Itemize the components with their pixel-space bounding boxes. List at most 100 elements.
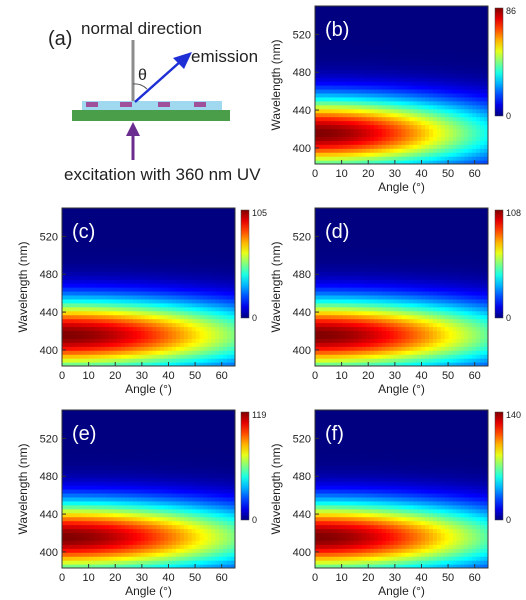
heatmap-cell — [421, 279, 426, 284]
y-tick-label: 440 — [40, 307, 58, 319]
heatmap-cell — [401, 73, 407, 78]
heatmap-cell — [346, 306, 351, 312]
heatmap-cell — [381, 255, 387, 260]
heatmap-cell — [330, 267, 336, 272]
heatmap-cell — [409, 9, 414, 15]
heatmap-cell — [191, 235, 197, 241]
heatmap-cell — [397, 116, 403, 122]
heatmap-cell — [342, 136, 348, 141]
heatmap-cell — [397, 330, 403, 335]
heatmap-cell — [346, 251, 351, 256]
heatmap-cell — [140, 310, 146, 316]
heatmap-cell — [425, 116, 430, 122]
heatmap-cell — [124, 322, 130, 328]
heatmap-cell — [366, 85, 371, 90]
heatmap-cell — [65, 350, 71, 355]
heatmap-cell — [183, 287, 189, 292]
heatmap-cell — [322, 287, 328, 292]
heatmap-cell — [409, 13, 414, 19]
heatmap-cell — [93, 362, 98, 366]
heatmap-cell — [354, 160, 359, 164]
heatmap-cell — [207, 302, 213, 308]
heatmap-cell — [322, 318, 328, 324]
heatmap-cell — [413, 318, 418, 324]
heatmap-cell — [476, 41, 481, 47]
heatmap-cell — [330, 251, 336, 256]
heatmap-cell — [366, 100, 371, 106]
heatmap-cell — [172, 350, 177, 355]
heatmap-cell — [172, 287, 177, 292]
heatmap-cell — [373, 77, 379, 82]
heatmap-cell — [389, 120, 395, 126]
heatmap-cell — [421, 259, 426, 264]
heatmap-cell — [318, 298, 324, 304]
heatmap-cell — [346, 61, 351, 66]
heatmap-cell — [315, 21, 320, 27]
heatmap-cell — [322, 160, 328, 164]
heatmap-cell — [448, 302, 454, 308]
heatmap-cell — [358, 362, 363, 366]
heatmap-cell — [168, 211, 173, 217]
heatmap-cell — [109, 247, 114, 253]
heatmap-cell — [373, 219, 379, 225]
heatmap-cell — [476, 100, 481, 106]
heatmap-cell — [199, 290, 205, 296]
heatmap-cell — [358, 211, 363, 217]
heatmap-cell — [440, 148, 446, 153]
heatmap-cell — [346, 310, 351, 316]
heatmap-cell — [429, 6, 434, 11]
heatmap-cell — [366, 322, 371, 328]
heatmap-cell — [377, 6, 383, 11]
heatmap-cell — [350, 53, 355, 58]
heatmap-cell — [152, 290, 157, 296]
heatmap-cell — [397, 350, 403, 355]
heatmap-cell — [393, 298, 399, 304]
heatmap-cell — [377, 53, 383, 58]
heatmap-cell — [338, 215, 344, 221]
heatmap-cell — [448, 112, 454, 118]
heatmap-cell — [334, 41, 340, 47]
heatmap-cell — [231, 306, 235, 312]
heatmap-cell — [172, 231, 177, 237]
heatmap-cell — [168, 215, 173, 221]
heatmap-cell — [385, 362, 391, 366]
heatmap-cell — [460, 29, 466, 35]
heatmap-cell — [432, 251, 438, 256]
heatmap-cell — [397, 33, 403, 39]
heatmap-cell — [393, 235, 399, 241]
heatmap-cell — [354, 37, 359, 43]
heatmap-cell — [326, 287, 332, 292]
heatmap-cell — [405, 231, 410, 237]
heatmap-cell — [211, 358, 216, 363]
heatmap-cell — [215, 215, 220, 221]
heatmap-cell — [183, 306, 189, 312]
heatmap-cell — [401, 338, 407, 343]
heatmap-cell — [148, 283, 154, 288]
heatmap-cell — [101, 338, 106, 343]
heatmap-cell — [381, 326, 387, 332]
heatmap-cell — [315, 152, 320, 157]
heatmap-cell — [69, 208, 75, 213]
heatmap-cell — [397, 96, 403, 102]
heatmap-cell — [440, 326, 446, 332]
heatmap-cell — [195, 287, 201, 292]
heatmap-cell — [436, 21, 442, 27]
heatmap-cell — [354, 156, 359, 161]
heatmap-cell — [370, 231, 375, 237]
heatmap-cell — [215, 267, 220, 272]
heatmap-cell — [350, 69, 355, 74]
heatmap-cell — [144, 275, 150, 280]
heatmap-cell — [377, 21, 383, 27]
excitation-label: excitation with 360 nm UV — [64, 165, 261, 184]
heatmap-cell — [334, 354, 340, 359]
heatmap-cell — [476, 53, 481, 58]
x-tick-label: 10 — [82, 370, 94, 382]
heatmap-cell — [211, 310, 216, 316]
heatmap-cell — [381, 108, 387, 114]
heatmap-cell — [425, 132, 430, 137]
heatmap-cell — [85, 330, 91, 335]
heatmap-cell — [93, 239, 98, 245]
heatmap-cell — [179, 298, 185, 304]
heatmap-cell — [413, 330, 418, 335]
heatmap-cell — [152, 358, 157, 363]
